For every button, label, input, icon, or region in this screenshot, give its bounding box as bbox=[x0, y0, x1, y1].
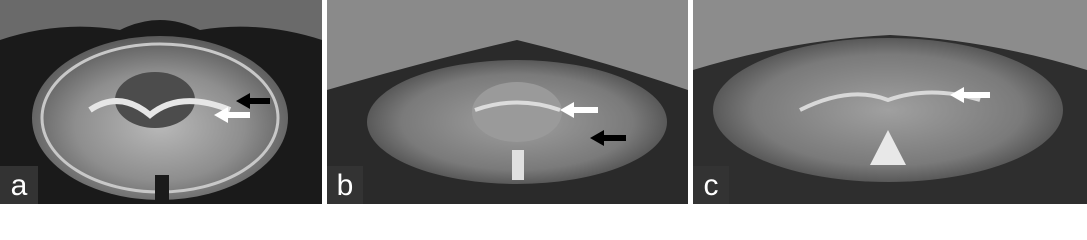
tissue bbox=[0, 0, 322, 40]
panel-label: c bbox=[704, 169, 719, 202]
tissue-signal bbox=[474, 100, 561, 112]
cerebrum bbox=[693, 0, 1087, 70]
label-box bbox=[693, 166, 729, 204]
tissue-signal bbox=[799, 90, 981, 112]
tissue-gap bbox=[155, 175, 169, 204]
panel-label: a bbox=[11, 169, 28, 202]
black-arrow bbox=[590, 130, 626, 146]
tissue-signal bbox=[88, 98, 232, 119]
tissue-signal bbox=[870, 130, 906, 165]
tissue-signal bbox=[512, 150, 524, 180]
white-arrow bbox=[214, 107, 250, 123]
panel-b: b bbox=[327, 0, 688, 204]
figure: a b c bbox=[0, 0, 1087, 204]
panel-c: c bbox=[693, 0, 1087, 204]
panel-label: b bbox=[337, 169, 354, 202]
cerebellum bbox=[713, 38, 1063, 182]
black-arrow bbox=[236, 93, 270, 109]
brainstem bbox=[115, 72, 195, 128]
vermis bbox=[472, 82, 562, 142]
cerebrum bbox=[327, 0, 688, 90]
label-box bbox=[0, 166, 38, 204]
white-arrow bbox=[950, 87, 990, 103]
label-box bbox=[327, 166, 363, 204]
panel-a: a bbox=[0, 0, 322, 204]
white-arrow bbox=[560, 102, 598, 118]
